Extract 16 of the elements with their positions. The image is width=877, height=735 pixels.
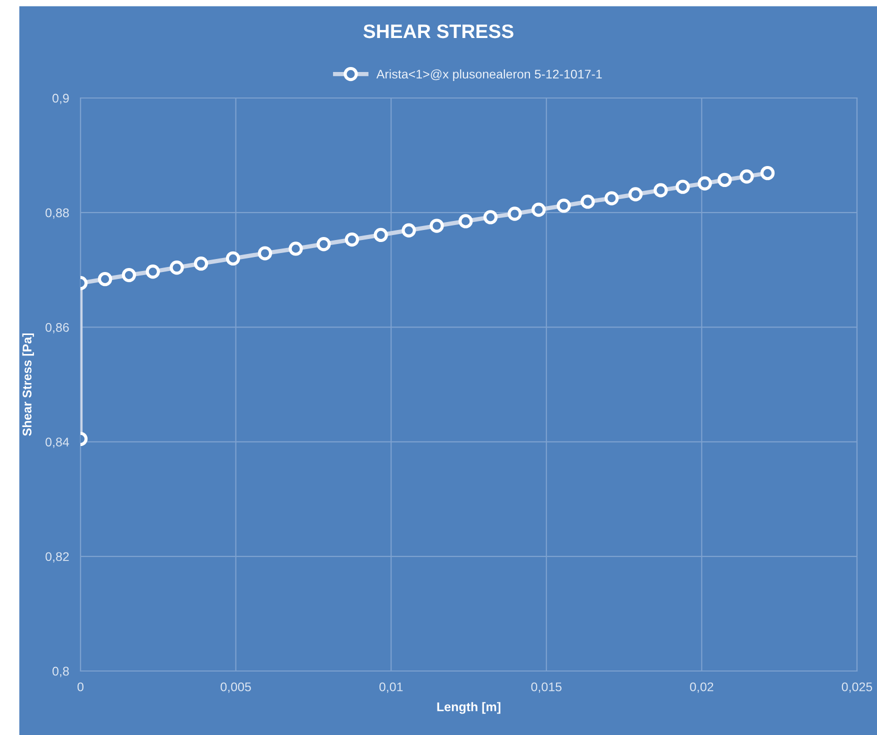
x-tick-label: 0,015 <box>531 682 562 693</box>
x-tick-label: 0,01 <box>379 682 403 693</box>
y-tick-label: 0,82 <box>46 552 69 563</box>
y-tick-label: 0,9 <box>52 94 69 104</box>
x-tick-label: 0,005 <box>220 682 251 693</box>
chart-title: SHEAR STRESS <box>363 24 514 38</box>
y-tick-label: 0,8 <box>52 666 69 678</box>
x-tick-label: 0 <box>78 682 84 692</box>
y-axis-title: Shear Stress [Pa] <box>22 333 34 436</box>
x-tick-label: 0,025 <box>842 682 872 693</box>
y-tick-label: 0,88 <box>46 208 69 219</box>
legend-label: Arista<1>@x plusonealeron 5-12-1017-1 <box>376 69 602 82</box>
y-tick-label: 0,86 <box>46 323 69 334</box>
x-axis-title: Length [m] <box>437 702 500 714</box>
x-tick-label: 0,02 <box>690 682 714 693</box>
y-tick-label: 0,84 <box>46 438 70 448</box>
